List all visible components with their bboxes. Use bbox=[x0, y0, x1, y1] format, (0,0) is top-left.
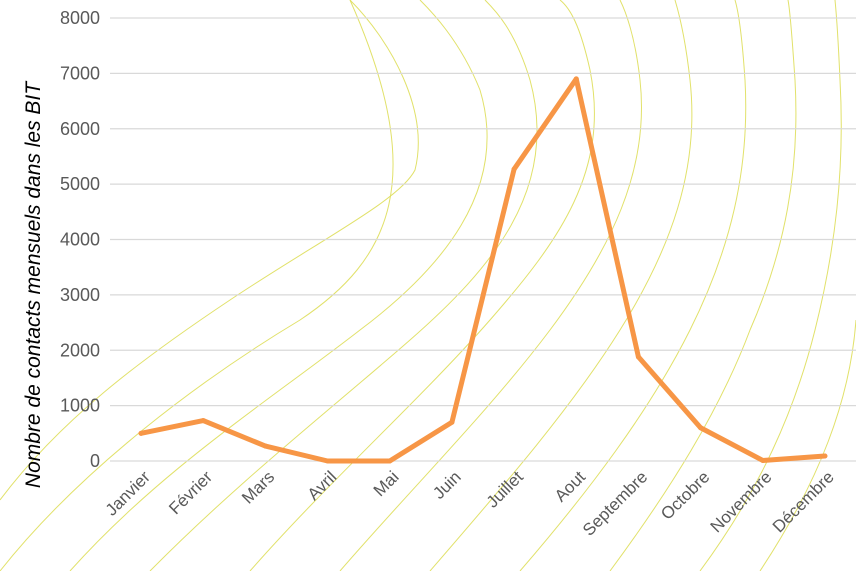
y-tick-label: 7000 bbox=[60, 63, 100, 83]
x-tick-label: Mars bbox=[238, 467, 278, 507]
series-line bbox=[138, 76, 828, 464]
data-point bbox=[200, 418, 206, 424]
series-line-group bbox=[138, 76, 828, 464]
x-tick-label: Novembre bbox=[707, 467, 776, 536]
decorative-curve-9 bbox=[609, 0, 797, 571]
data-point bbox=[698, 425, 704, 431]
x-tick-label: Aout bbox=[551, 467, 589, 505]
decorative-curve-10 bbox=[699, 0, 842, 571]
decorative-curve-4 bbox=[149, 0, 538, 571]
y-tick-label: 2000 bbox=[60, 340, 100, 360]
x-tick-label: Juillet bbox=[483, 467, 527, 511]
gridlines bbox=[110, 17, 856, 462]
data-point bbox=[635, 354, 641, 360]
x-tick-label: Juin bbox=[429, 467, 464, 502]
data-point bbox=[760, 457, 766, 463]
y-axis-label: Nombre de contacts mensuels dans les BIT bbox=[22, 80, 45, 488]
x-tick-label: Février bbox=[165, 467, 216, 518]
y-tick-label: 1000 bbox=[60, 396, 100, 416]
x-axis-ticks: Janvier Février Mars Avril Mai Juin Juillet Aou… bbox=[102, 467, 838, 539]
data-point bbox=[822, 453, 828, 459]
y-axis-ticks: 0 1000 2000 3000 4000 5000 6000 7000 8000 bbox=[60, 8, 100, 471]
y-tick-label: 4000 bbox=[60, 230, 100, 250]
y-tick-label: 0 bbox=[90, 451, 100, 471]
x-tick-label: Octobre bbox=[657, 467, 713, 523]
x-tick-label: Mai bbox=[370, 467, 403, 500]
y-tick-label: 6000 bbox=[60, 119, 100, 139]
decorative-curve-8 bbox=[519, 0, 747, 571]
decorative-curve-6 bbox=[339, 0, 643, 571]
data-point bbox=[138, 430, 144, 436]
x-tick-label: Avril bbox=[304, 467, 341, 504]
data-point bbox=[387, 458, 393, 464]
data-point bbox=[262, 443, 268, 449]
decorative-curve-1 bbox=[0, 0, 394, 571]
y-tick-label: 5000 bbox=[60, 174, 100, 194]
decorative-curve-2 bbox=[0, 0, 419, 501]
data-point bbox=[511, 166, 517, 172]
decorative-curve-5 bbox=[249, 0, 595, 571]
data-point bbox=[325, 458, 331, 464]
x-tick-label: Décembre bbox=[769, 467, 838, 536]
y-tick-label: 3000 bbox=[60, 285, 100, 305]
decorative-curve-7 bbox=[429, 0, 693, 571]
data-point bbox=[573, 76, 579, 82]
data-point bbox=[449, 419, 455, 425]
y-tick-label: 8000 bbox=[60, 8, 100, 28]
